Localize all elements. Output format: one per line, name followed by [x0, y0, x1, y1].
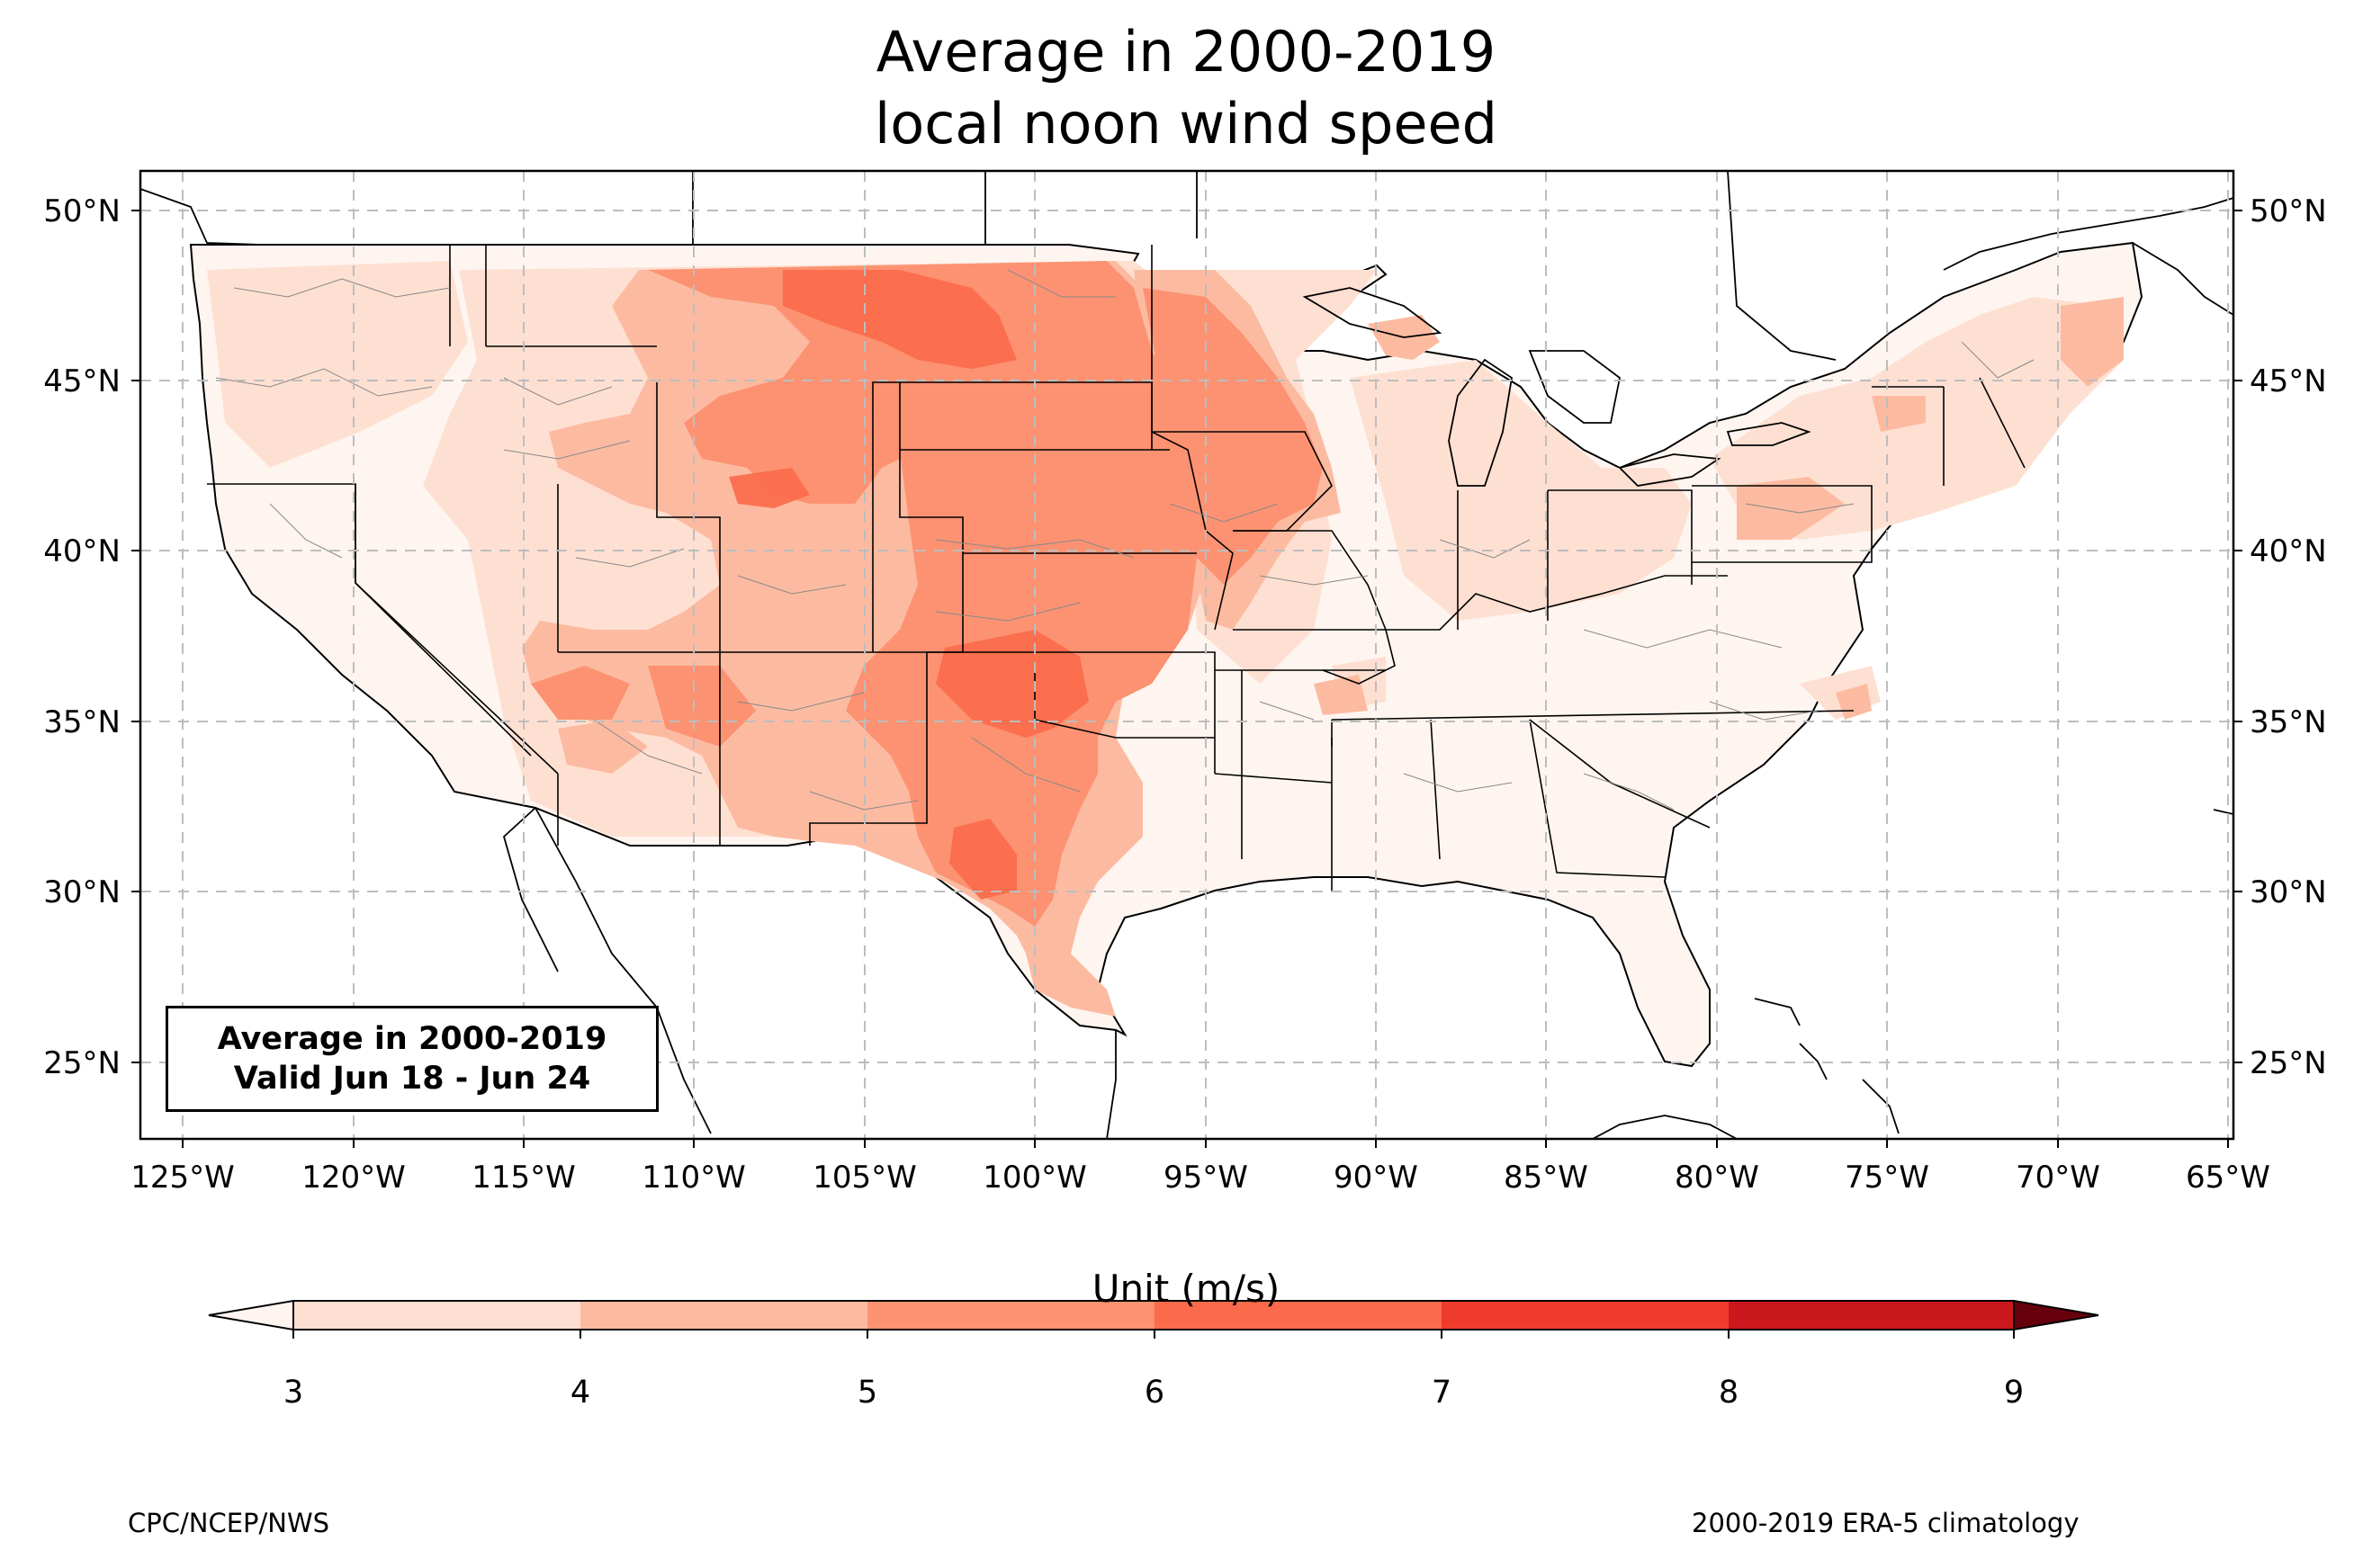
- lat-tick-label: 35°N: [2250, 704, 2327, 740]
- lon-tick-label: 105°W: [813, 1160, 917, 1196]
- info-box-line1: Average in 2000-2019: [217, 1021, 607, 1057]
- colorbar: [208, 1299, 2099, 1339]
- lat-tick-label: 50°N: [43, 193, 121, 229]
- lon-tick-label: 115°W: [472, 1160, 576, 1196]
- lon-tick-label: 85°W: [1504, 1160, 1588, 1196]
- lon-tick-label: 110°W: [642, 1160, 746, 1196]
- lat-tick-labels-left: 50°N 45°N 40°N 35°N 30°N 25°N: [43, 193, 121, 1081]
- lat-tick-labels-right: 50°N 45°N 40°N 35°N 30°N 25°N: [2250, 193, 2327, 1081]
- lat-tick-label: 40°N: [2250, 533, 2327, 569]
- lat-tick-label: 45°N: [43, 363, 121, 399]
- lon-tick-label: 65°W: [2186, 1160, 2270, 1196]
- colorbar-segment: [1442, 1301, 1729, 1330]
- lon-tick-label: 70°W: [2016, 1160, 2100, 1196]
- colorbar-tick-label: 9: [2003, 1375, 2025, 1411]
- colorbar-tick-label: 7: [1431, 1375, 1452, 1411]
- info-box-line2: Valid Jun 18 - Jun 24: [233, 1061, 591, 1097]
- colorbar-segment: [1155, 1301, 1442, 1330]
- colorbar-tick-label: 4: [570, 1375, 591, 1411]
- colorbar-segment: [293, 1301, 580, 1330]
- lat-tick-label: 40°N: [43, 533, 121, 569]
- lat-tick-label: 50°N: [2250, 193, 2327, 229]
- lat-tick-label: 30°N: [43, 874, 121, 910]
- lon-tick-label: 80°W: [1675, 1160, 1759, 1196]
- map-title-line2: local noon wind speed: [875, 91, 1497, 157]
- lat-tick-label: 25°N: [2250, 1045, 2327, 1081]
- colorbar-label: Unit (m/s): [1092, 1267, 1280, 1311]
- footer-source: 2000-2019 ERA-5 climatology: [1692, 1508, 2080, 1538]
- colorbar-tick-label: 8: [1718, 1375, 1739, 1411]
- lon-tick-labels: 125°W 120°W 115°W 110°W 105°W 100°W 95°W…: [130, 1160, 2270, 1196]
- lon-tick-label: 75°W: [1845, 1160, 1929, 1196]
- colorbar-tick-label: 6: [1144, 1375, 1165, 1411]
- lat-tick-label: 25°N: [43, 1045, 121, 1081]
- lat-tick-label: 35°N: [43, 704, 121, 740]
- lon-tick-label: 95°W: [1164, 1160, 1248, 1196]
- state-borders: [207, 245, 2026, 891]
- lon-tick-label: 100°W: [983, 1160, 1087, 1196]
- gridlines: [140, 171, 2233, 1139]
- map-frame: [139, 169, 2235, 1141]
- colorbar-segment: [1729, 1301, 2014, 1330]
- coastlines: [140, 171, 2233, 1139]
- map-title-line1: Average in 2000-2019: [876, 19, 1496, 85]
- band-6-7: [729, 270, 1089, 900]
- lon-tick-label: 125°W: [130, 1160, 235, 1196]
- footer-credit: CPC/NCEP/NWS: [128, 1508, 330, 1538]
- colorbar-tick-label: 3: [283, 1375, 304, 1411]
- lon-tick-label: 90°W: [1334, 1160, 1418, 1196]
- tick-marks: [131, 210, 2242, 1148]
- lat-tick-label: 30°N: [2250, 874, 2327, 910]
- colorbar-tick-label: 5: [857, 1375, 878, 1411]
- map-plot-area: [140, 171, 2233, 1139]
- info-box: Average in 2000-2019 Valid Jun 18 - Jun …: [166, 1006, 659, 1112]
- lat-tick-label: 45°N: [2250, 363, 2327, 399]
- lon-tick-label: 120°W: [301, 1160, 406, 1196]
- county-borders: [215, 269, 2035, 811]
- colorbar-segment: [867, 1301, 1155, 1330]
- colorbar-segment: [580, 1301, 867, 1330]
